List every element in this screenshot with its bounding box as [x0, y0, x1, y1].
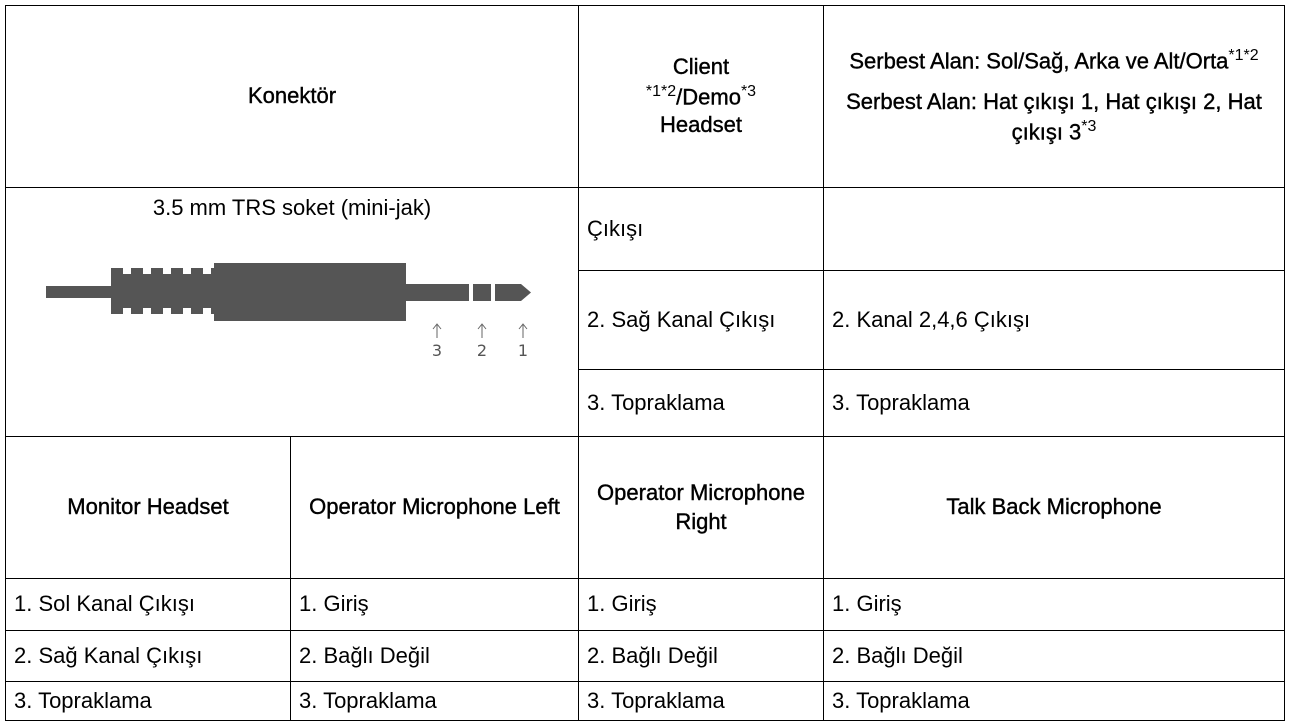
ring: [473, 284, 491, 301]
header-text: Konektör: [247, 83, 337, 109]
pin-label: 1: [518, 341, 528, 360]
ridges: [123, 268, 211, 314]
cell: 1. Sol Kanal Çıkışı: [5, 578, 291, 631]
cell: 2. Sağ Kanal Çıkışı: [578, 270, 824, 370]
connector-cell: 3.5 mm TRS soket (mini-jak) 3 2: [5, 187, 579, 437]
cell: 2. Sağ Kanal Çıkışı: [5, 630, 291, 682]
cell: 2. Bağlı Değil: [290, 630, 579, 682]
footnote-mark: *3: [740, 82, 757, 100]
cable: [46, 286, 121, 298]
arrows: [432, 323, 528, 338]
pin-label: 2: [477, 341, 487, 360]
header-text: Serbest Alan: Hat çıkışı 1, Hat çıkışı 2…: [846, 89, 1262, 145]
header-text: Client: [672, 53, 730, 79]
cell: 3. Topraklama: [823, 681, 1285, 721]
cell: 3. Topraklama: [578, 369, 824, 437]
header-cell: Monitor Headset: [5, 436, 291, 579]
cell: 3. Topraklama: [578, 681, 824, 721]
connector-drawing: 3 2 1: [46, 263, 531, 360]
header-cell: Talk Back Microphone: [823, 436, 1285, 579]
cell: 2. Kanal 2,4,6 Çıkışı: [823, 270, 1285, 370]
cell: Çıkışı: [578, 187, 824, 271]
strain-relief: [111, 268, 217, 314]
cell: 2. Bağlı Değil: [578, 630, 824, 682]
cell: [823, 187, 1285, 271]
cell: 3. Topraklama: [290, 681, 579, 721]
header-cell: Konektör: [5, 5, 579, 188]
pin-label: 3: [432, 341, 442, 360]
footnote-mark: *3: [1081, 117, 1097, 135]
header-text: Headset: [660, 112, 742, 138]
header-cell: Serbest Alan: Sol/Sağ, Arka ve Alt/Orta*…: [823, 5, 1285, 188]
body: [214, 263, 406, 321]
cell: 1. Giriş: [578, 578, 824, 631]
cell: 1. Giriş: [290, 578, 579, 631]
connector-table: Konektör Client *1*2/Demo*3 Headset Serb…: [5, 5, 1285, 721]
header-cell: Operator Microphone Right: [578, 436, 824, 579]
header-text: /Demo: [676, 83, 741, 109]
header-cell: Operator Microphone Left: [290, 436, 579, 579]
header-cell: Client *1*2/Demo*3 Headset: [578, 5, 824, 188]
sleeve: [404, 284, 469, 301]
cell: 2. Bağlı Değil: [823, 630, 1285, 682]
footnote-mark: *1*2: [1228, 47, 1259, 65]
connector-caption: 3.5 mm TRS soket (mini-jak): [152, 195, 432, 220]
footnote-mark: *1*2: [645, 82, 677, 100]
cell: 1. Giriş: [823, 578, 1285, 631]
cell: 3. Topraklama: [5, 681, 291, 721]
cell: 3. Topraklama: [823, 369, 1285, 437]
tip: [495, 284, 531, 301]
header-text: Serbest Alan: Sol/Sağ, Arka ve Alt/Orta: [849, 48, 1229, 74]
